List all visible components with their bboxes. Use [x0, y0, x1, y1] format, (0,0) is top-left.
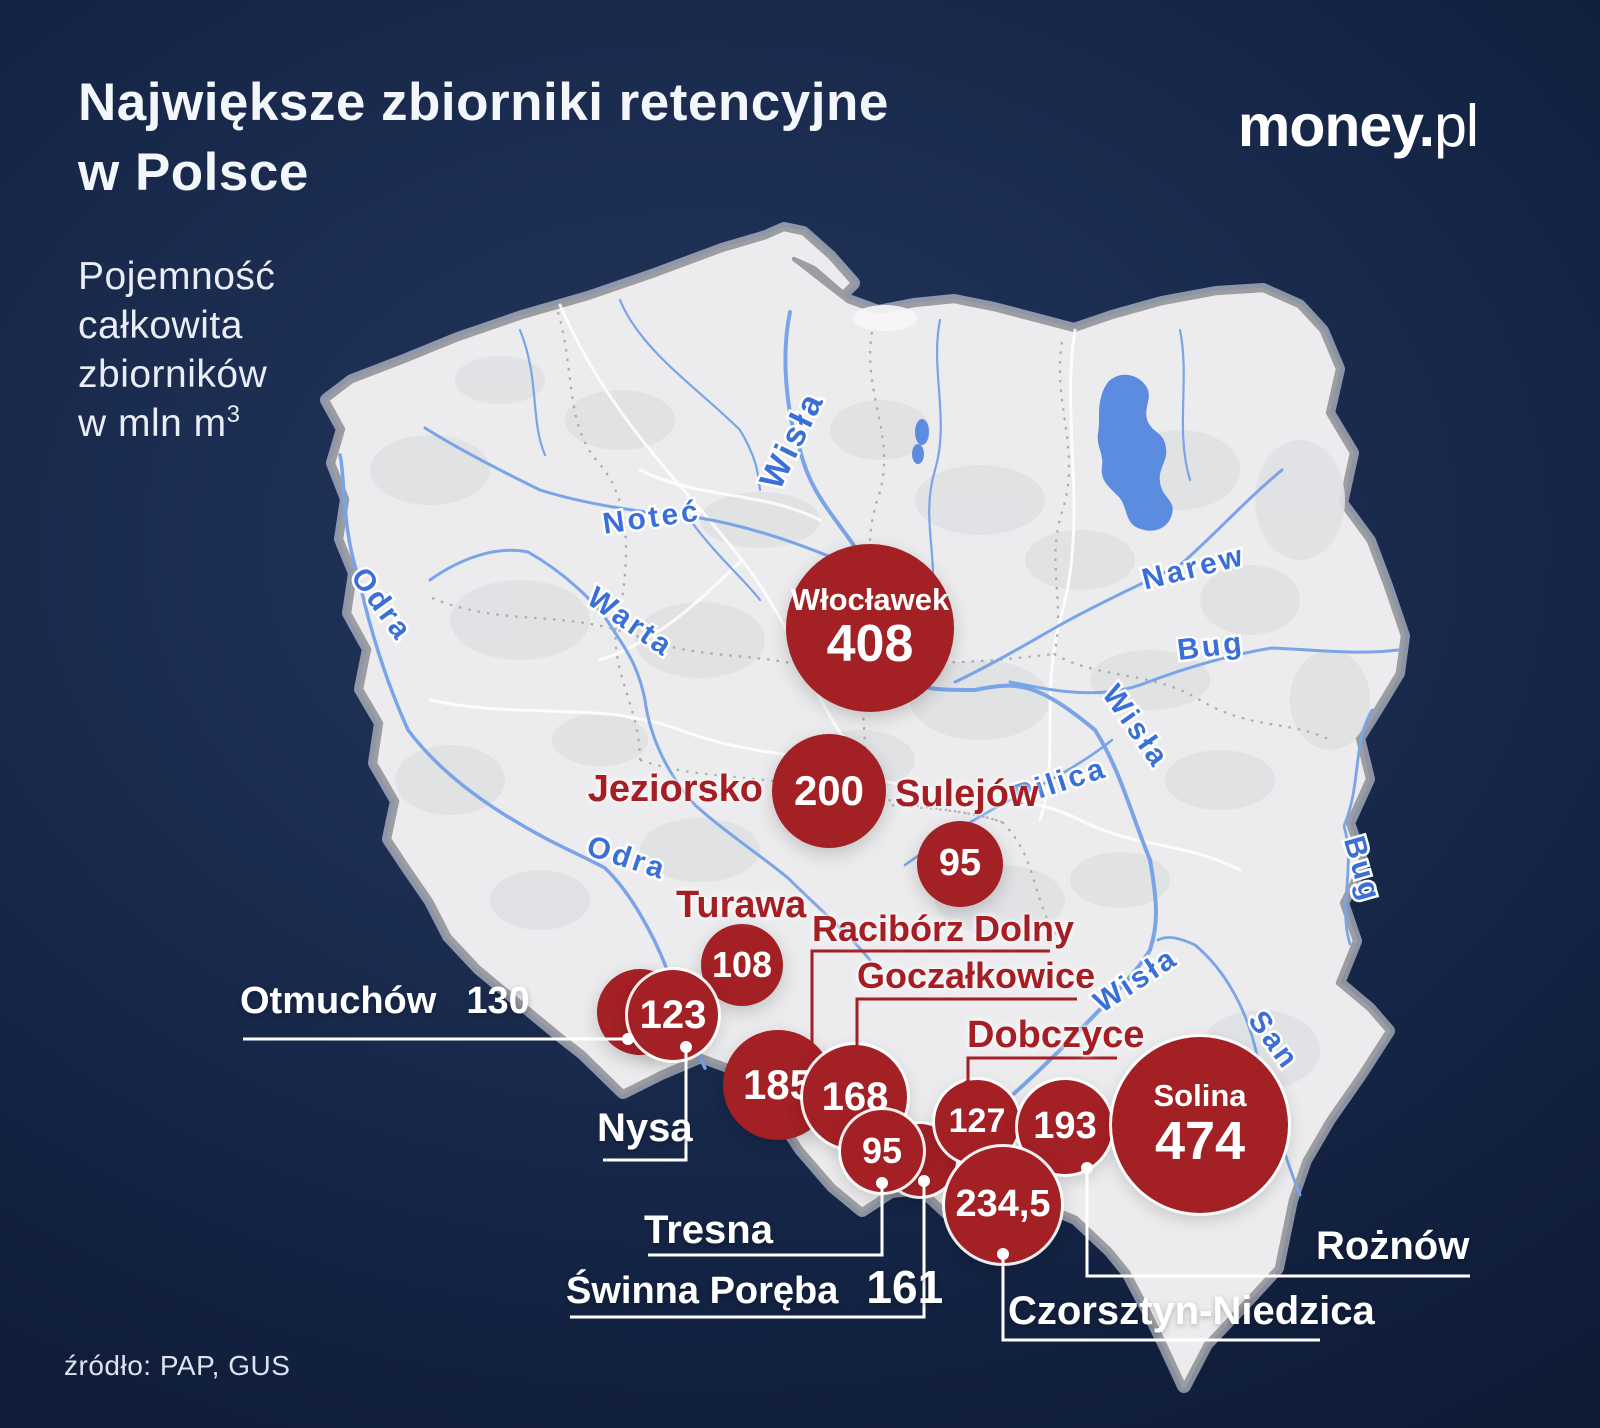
- roads: [428, 303, 1242, 872]
- river-wisla: [783, 310, 1158, 1167]
- logo-secondary: pl: [1434, 93, 1479, 159]
- label-roznow: Rożnów: [1316, 1224, 1470, 1268]
- tresna-value: 95: [861, 1130, 903, 1172]
- subtitle-line-2: całkowita: [78, 304, 243, 348]
- circle-czorsztyn: 234,5: [945, 1147, 1061, 1263]
- circle-nysa: 123: [628, 970, 718, 1060]
- wloclawek-name: Włocławek: [790, 582, 950, 618]
- label-czorsztyn: Czorsztyn-Niedzica: [1008, 1289, 1375, 1333]
- turawa-value: 108: [711, 944, 773, 986]
- circle-turawa: 108: [701, 924, 783, 1006]
- subtitle-line-1: Pojemność: [78, 255, 276, 298]
- title-line-1: Największe zbiorniki retencyjne: [78, 73, 889, 132]
- label-tresna: Tresna: [644, 1208, 773, 1252]
- river-bug-ne: [1008, 646, 1400, 695]
- river-minor-2: [618, 298, 762, 492]
- wloclawek-value: 408: [826, 614, 914, 673]
- swinna-name: Świnna Poręba: [566, 1270, 839, 1312]
- circle-jeziorsko: 200: [772, 734, 886, 848]
- river-minor-5: [688, 518, 762, 602]
- source-credit: źródło: PAP, GUS: [64, 1350, 291, 1381]
- swinna-value: 161: [866, 1261, 944, 1313]
- solina-name: Solina: [1153, 1078, 1247, 1114]
- lakes: [912, 374, 1173, 531]
- river-notec: [423, 426, 840, 562]
- label-swinna: Świnna Poręba 161: [566, 1260, 943, 1314]
- label-goczalkowice: Goczałkowice: [857, 955, 1096, 996]
- title-line-2: w Polsce: [78, 142, 309, 202]
- masurian-lakes: [1097, 374, 1173, 531]
- label-turawa: Turawa: [676, 884, 807, 926]
- solina-value: 474: [1154, 1110, 1246, 1171]
- terrain-patches: [370, 305, 1370, 1090]
- subtitle-line-3: zbiorników: [78, 353, 268, 397]
- sulejow-value: 95: [938, 842, 982, 885]
- page-title: Największe zbiorniki retencyjne w Polsce: [78, 68, 889, 208]
- czorsztyn-value: 234,5: [955, 1183, 1051, 1226]
- roznow-value: 193: [1033, 1105, 1097, 1148]
- subtitle: Pojemność całkowita zbiorników w mln m3: [78, 252, 275, 449]
- label-dobczyce: Dobczyce: [967, 1014, 1145, 1056]
- river-minor-4: [1178, 328, 1192, 482]
- otmuchow-value: 130: [466, 980, 530, 1022]
- moneypl-logo: money.pl: [1237, 92, 1479, 160]
- raciborz-value: 185: [742, 1060, 814, 1108]
- river-minor-1: [518, 328, 547, 457]
- label-sulejow: Sulejów: [895, 773, 1039, 815]
- river-narew: [953, 468, 1284, 684]
- river-bug-e: [1342, 708, 1374, 946]
- label-jeziorsko: Jeziorsko: [587, 768, 763, 810]
- river-warta: [428, 548, 872, 962]
- subtitle-unit: w mln m3: [78, 401, 241, 446]
- dobczyce-value: 127: [948, 1102, 1006, 1141]
- river-minor-3: [928, 318, 942, 602]
- nysa-value: 123: [639, 993, 707, 1037]
- label-otmuchow: Otmuchów 130: [240, 980, 530, 1023]
- label-raciborz: Racibórz Dolny: [812, 908, 1075, 949]
- jeziorsko-value: 200: [793, 766, 865, 814]
- logo-primary: money.: [1237, 93, 1435, 159]
- otmuchow-name: Otmuchów: [240, 980, 437, 1022]
- circle-wloclawek: Włocławek 408: [786, 544, 954, 712]
- label-nysa: Nysa: [597, 1106, 693, 1150]
- circle-sulejow: 95: [917, 821, 1003, 907]
- subtitle-unit-exponent: 3: [226, 401, 241, 429]
